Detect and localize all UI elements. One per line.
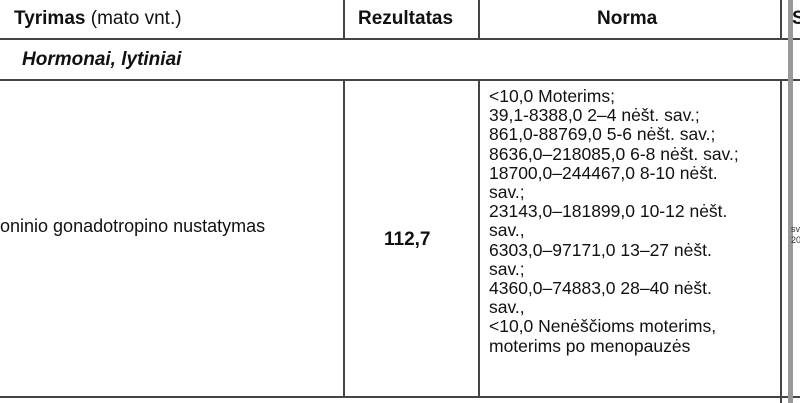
- header-test-unit: (mato vnt.): [90, 8, 182, 29]
- row-divider: [0, 38, 800, 40]
- column-divider: [780, 0, 782, 38]
- norm-line: sav.;: [489, 258, 525, 279]
- section-title: Hormonai, lytiniai: [22, 49, 182, 70]
- norm-line: 23143,0–181899,0 10-12 nėšt.: [489, 201, 728, 222]
- norm-line: 861,0-88769,0 5-6 nėšt. sav.;: [489, 124, 716, 145]
- test-result: 112,7: [384, 229, 431, 250]
- norm-line: 6303,0–97171,0 13–27 nėšt.: [489, 239, 712, 260]
- norm-line: 8636,0–218085,0 6-8 nėšt. sav.;: [489, 143, 739, 164]
- header-result: Rezultatas: [358, 8, 454, 29]
- norm-line: 39,1-8388,0 2–4 nėšt. sav.;: [489, 105, 700, 126]
- norm-line: sav.,: [489, 297, 525, 318]
- column-divider: [780, 80, 782, 403]
- extra-line: 20: [791, 235, 800, 245]
- test-name: oninio gonadotropino nustatymas: [0, 216, 266, 236]
- norm-line: sav.;: [489, 182, 525, 203]
- header-norm: Norma: [597, 8, 658, 29]
- header-test-label: Tyrimas: [14, 8, 86, 29]
- norm-line: 4360,0–74883,0 28–40 nėšt.: [489, 278, 712, 299]
- row-divider: [0, 79, 800, 81]
- header-test: Tyrimas (mato vnt.): [14, 8, 182, 30]
- page-edge: [788, 0, 793, 403]
- column-divider: [343, 80, 345, 396]
- column-divider: [343, 0, 345, 38]
- norm-line: sav.,: [489, 220, 525, 241]
- test-norm: <10,0 Moterims; 39,1-8388,0 2–4 nėšt. sa…: [489, 86, 779, 356]
- header-cut: S: [792, 8, 800, 29]
- norm-line: 18700,0–244467,0 8-10 nėšt.: [489, 162, 718, 183]
- column-divider: [478, 0, 480, 38]
- norm-line: moterims po menopauzės: [489, 335, 691, 356]
- norm-line: <10,0 Nenėščioms moterims,: [489, 316, 717, 337]
- norm-line: <10,0 Moterims;: [489, 86, 615, 106]
- extra-line: sv: [791, 224, 800, 234]
- extra-column-text: sv 20: [791, 224, 800, 246]
- row-divider: [0, 396, 800, 398]
- column-divider: [478, 80, 480, 396]
